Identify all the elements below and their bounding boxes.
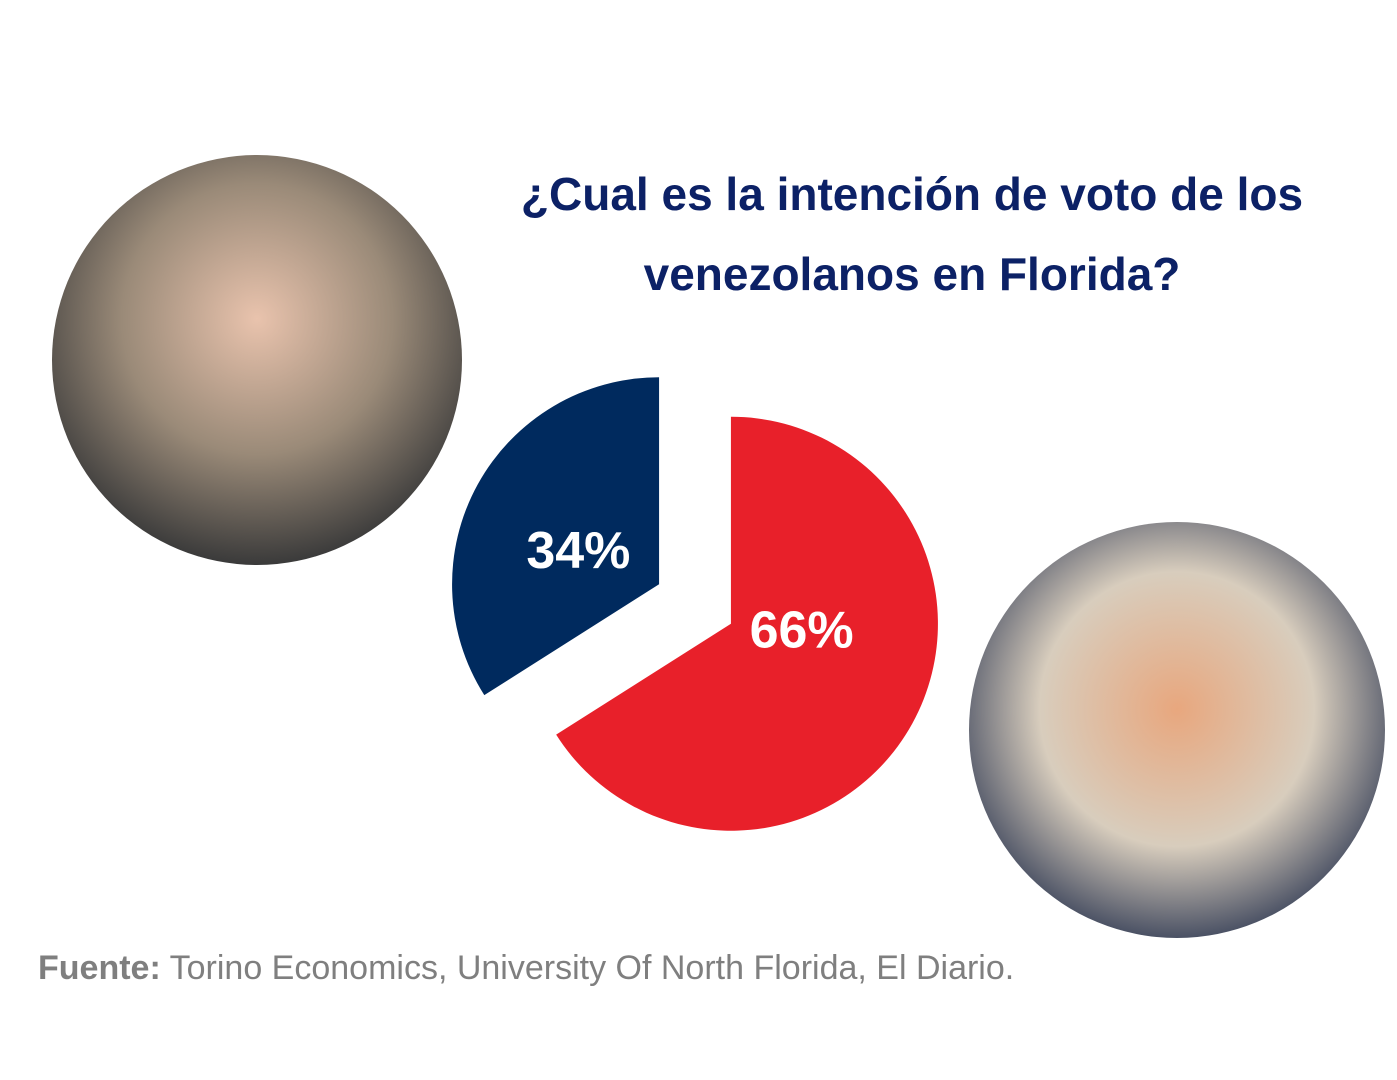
- source: Fuente: Torino Economics, University Of …: [38, 949, 1014, 987]
- photo-right: [969, 522, 1385, 938]
- source-text: Torino Economics, University Of North Fl…: [170, 949, 1015, 987]
- pie-slice: [452, 377, 660, 696]
- chart-title: venezolanos en Florida?: [644, 248, 1181, 300]
- source-label: Fuente:: [38, 949, 161, 987]
- photo-left: [52, 155, 462, 565]
- pie-slice: [556, 416, 938, 831]
- value-label: 66%: [750, 601, 854, 659]
- chart-title: ¿Cual es la intención de voto de los: [521, 168, 1303, 220]
- value-label: 34%: [526, 522, 630, 580]
